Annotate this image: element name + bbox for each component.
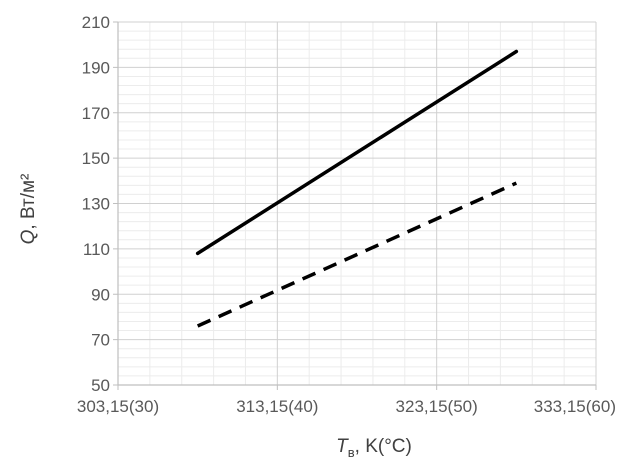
series-layer bbox=[195, 49, 519, 328]
series-line-dashed bbox=[196, 181, 518, 328]
y-tick-label: 170 bbox=[82, 104, 110, 123]
x-axis-unit: , K(°C) bbox=[355, 436, 412, 457]
y-tick-label: 150 bbox=[82, 149, 110, 168]
x-tick-label: 303,15(30) bbox=[77, 397, 159, 416]
y-tick-label: 190 bbox=[82, 58, 110, 77]
y-tick-label: 110 bbox=[83, 240, 110, 259]
x-axis-symbol: T bbox=[336, 436, 349, 457]
grid-major bbox=[118, 21, 597, 385]
x-tick-label: 313,15(40) bbox=[236, 397, 318, 416]
y-tick-label: 70 bbox=[91, 331, 110, 350]
grid-minor bbox=[118, 22, 596, 385]
x-tick-labels: 303,15(30) 313,15(40) 323,15(50) 333,15(60) bbox=[77, 397, 616, 416]
y-tick-labels: 50 70 90 110 130 150 170 190 210 bbox=[82, 13, 110, 395]
x-tick-label: 333,15(60) bbox=[534, 397, 616, 416]
y-tick-label: 210 bbox=[82, 13, 110, 32]
x-axis-subscript: в bbox=[348, 445, 355, 460]
axes bbox=[113, 21, 597, 390]
y-tick-label: 130 bbox=[82, 195, 110, 214]
x-tick-label: 323,15(50) bbox=[396, 397, 478, 416]
y-tick-label: 90 bbox=[91, 285, 110, 304]
series-line-solid bbox=[195, 49, 519, 256]
y-axis-symbol: Q bbox=[18, 229, 39, 244]
y-tick-label: 50 bbox=[91, 376, 110, 395]
x-axis-title: Tв, K(°C) bbox=[336, 436, 412, 460]
y-axis-unit: , Вт/м² bbox=[18, 174, 39, 230]
y-axis-title: Q, Вт/м² bbox=[18, 174, 39, 245]
